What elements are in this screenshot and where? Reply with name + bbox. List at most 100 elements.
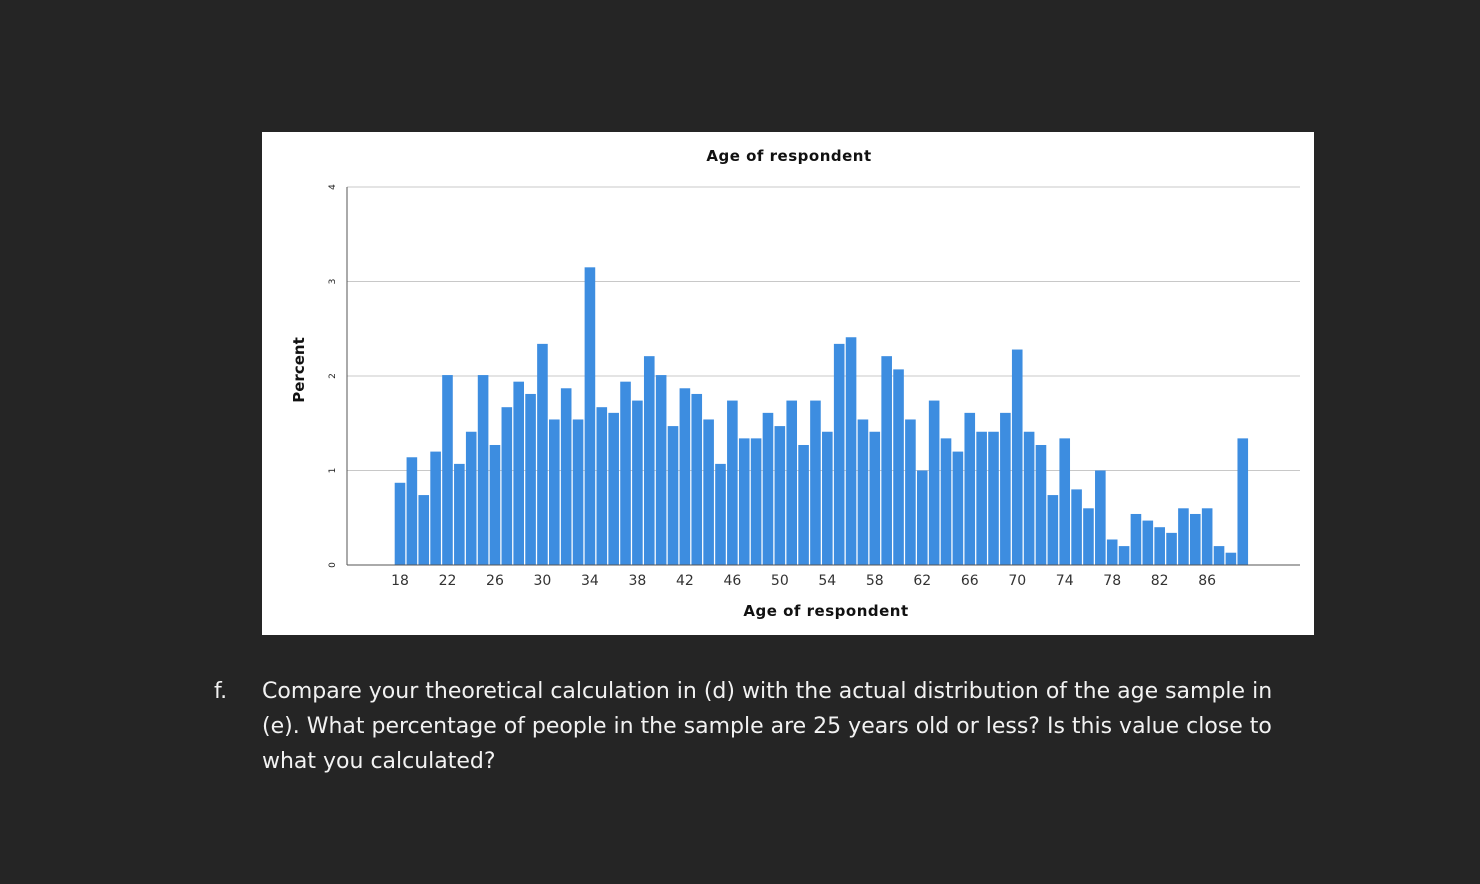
histogram-bar: [1035, 444, 1047, 565]
histogram-bar: [916, 470, 928, 565]
gridlines: [347, 186, 1300, 471]
histogram-bar: [786, 400, 798, 565]
x-tick-label: 66: [961, 573, 979, 589]
histogram-bar: [691, 393, 703, 565]
histogram-bar: [738, 438, 750, 565]
histogram-bar: [822, 431, 833, 565]
question-text: Compare your theoretical calculation in …: [262, 679, 1273, 774]
histogram-bar: [1201, 508, 1213, 565]
histogram-bar: [1154, 527, 1165, 565]
histogram-bar: [1047, 495, 1059, 565]
histogram-bar: [798, 444, 809, 565]
histogram-bar: [893, 369, 904, 565]
histogram-bar: [406, 457, 418, 565]
histogram-bar: [928, 400, 940, 565]
histogram-bar: [537, 343, 548, 565]
histogram-bar: [454, 463, 465, 565]
histogram-bar: [679, 388, 691, 565]
histogram-bar: [952, 451, 964, 565]
x-axis-label: Age of respondent: [743, 602, 908, 620]
bars: [394, 267, 1249, 565]
histogram-bar: [727, 400, 738, 565]
y-tick-label: 1: [328, 468, 338, 474]
histogram-bar: [1189, 513, 1201, 565]
histogram-bar: [513, 381, 524, 565]
x-tick-label: 38: [628, 573, 646, 589]
x-tick-label: 30: [534, 573, 552, 589]
histogram-bar: [833, 343, 845, 565]
histogram-bar: [489, 444, 501, 565]
histogram-bar: [620, 381, 631, 565]
histogram-bar: [430, 451, 441, 565]
histogram-bar: [905, 419, 916, 565]
histogram-bar: [418, 495, 430, 565]
x-tick-label: 54: [818, 573, 836, 589]
y-tick-label: 0: [328, 562, 338, 568]
histogram-bar: [1225, 552, 1237, 565]
y-tick-label: 4: [328, 184, 338, 190]
histogram-bar: [1130, 513, 1142, 565]
histogram-bar: [715, 463, 726, 565]
x-tick-labels: 18 22 26 30 34 38 42 46 50 54 58 62 66 70 74 78 82 86: [391, 573, 1216, 589]
y-axis-label: Percent: [290, 337, 308, 402]
histogram-bar: [940, 438, 952, 565]
histogram-bar: [988, 431, 999, 565]
histogram-bar: [560, 388, 572, 565]
histogram-bar: [525, 393, 536, 565]
y-tick-label: 2: [328, 373, 338, 379]
histogram-bar: [572, 419, 584, 565]
histogram-bar: [1106, 539, 1118, 565]
histogram-bar: [1166, 532, 1177, 565]
histogram-bar: [750, 438, 762, 565]
x-tick-label: 18: [391, 573, 409, 589]
x-tick-label: 46: [723, 573, 741, 589]
histogram-bar: [477, 375, 489, 565]
histogram-bar: [501, 407, 513, 565]
histogram-bar: [1011, 349, 1023, 565]
x-tick-label: 70: [1008, 573, 1026, 589]
x-tick-label: 50: [771, 573, 789, 589]
histogram-bar: [762, 412, 774, 565]
x-tick-label: 78: [1103, 573, 1121, 589]
histogram-bar: [442, 375, 453, 565]
x-tick-label: 74: [1056, 573, 1074, 589]
histogram-bar: [1000, 412, 1011, 565]
histogram-bar: [703, 419, 714, 565]
axes: [346, 187, 1300, 566]
histogram-bar: [1118, 546, 1130, 565]
y-tick-labels: 0 1 2 3 4: [328, 184, 338, 568]
x-tick-label: 58: [866, 573, 884, 589]
histogram-bar: [1083, 508, 1094, 565]
histogram-bar: [549, 419, 560, 565]
histogram-bar: [465, 431, 477, 565]
chart-title: Age of respondent: [706, 147, 871, 165]
x-tick-label: 42: [676, 573, 694, 589]
question-letter: f.: [214, 679, 228, 704]
histogram-bar: [845, 337, 857, 565]
histogram-bar: [857, 419, 869, 565]
histogram-bar: [810, 400, 821, 565]
histogram-bar: [1095, 470, 1106, 565]
x-tick-label: 34: [581, 573, 599, 589]
histogram-bar: [1023, 431, 1035, 565]
histogram-bar: [1237, 438, 1249, 565]
histogram-bar: [1178, 508, 1189, 565]
histogram-bar: [584, 267, 596, 565]
histogram-bar: [774, 426, 786, 565]
histogram-bar: [667, 426, 679, 565]
x-tick-label: 26: [486, 573, 504, 589]
histogram-bar: [869, 431, 881, 565]
y-tick-label: 3: [328, 279, 338, 285]
x-tick-label: 62: [913, 573, 931, 589]
histogram-bar: [596, 407, 608, 565]
histogram-bar: [394, 482, 406, 565]
histogram-bar: [1142, 520, 1154, 565]
x-tick-label: 22: [439, 573, 457, 589]
histogram-bar: [1059, 438, 1071, 565]
x-tick-label: 86: [1198, 573, 1216, 589]
histogram-bar: [976, 431, 987, 565]
histogram-bar: [964, 412, 976, 565]
